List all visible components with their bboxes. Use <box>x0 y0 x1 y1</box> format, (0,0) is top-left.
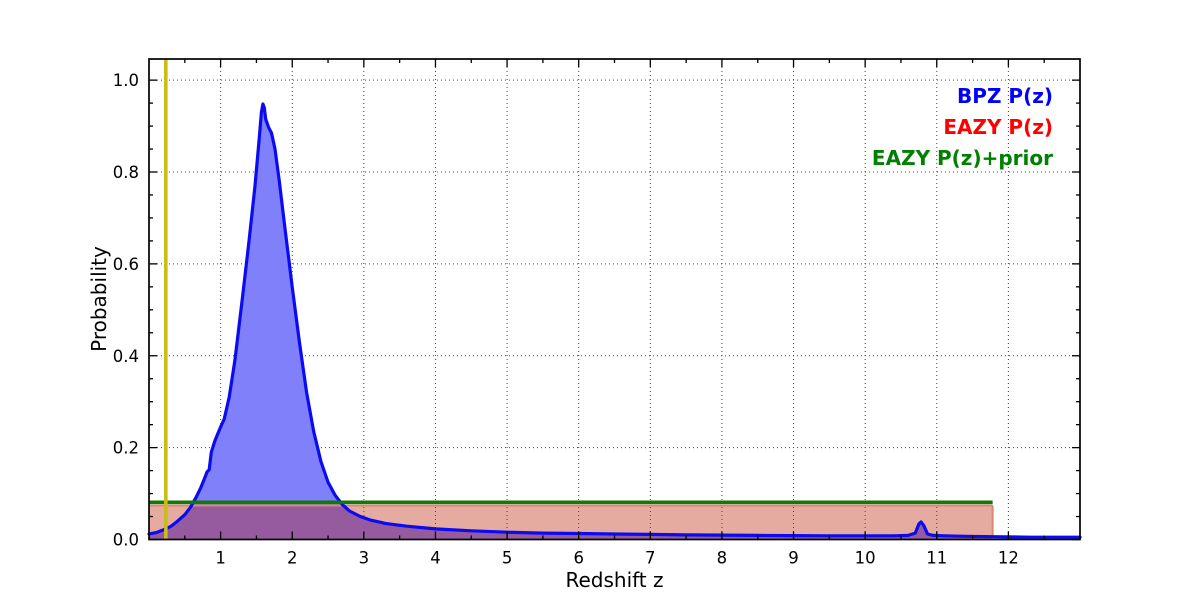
y-tick-label: 0.4 <box>113 347 139 366</box>
y-tick-label: 0.2 <box>113 439 139 458</box>
x-tick-label: 4 <box>430 549 441 568</box>
x-tick-label: 1 <box>215 549 226 568</box>
x-tick-label: 3 <box>359 549 370 568</box>
legend-entry: EAZY P(z) <box>943 115 1053 139</box>
legend-entry: BPZ P(z) <box>957 84 1053 108</box>
x-tick-label: 6 <box>573 549 584 568</box>
x-tick-label: 2 <box>287 549 298 568</box>
y-tick-label: 0.8 <box>113 163 139 182</box>
y-tick-label: 0.0 <box>113 531 139 550</box>
x-tick-label: 12 <box>998 549 1019 568</box>
y-axis-label: Probability <box>87 246 111 352</box>
x-tick-label: 9 <box>788 549 799 568</box>
x-tick-label: 10 <box>855 549 876 568</box>
y-tick-label: 1.0 <box>113 71 139 90</box>
y-tick-label: 0.6 <box>113 255 139 274</box>
x-tick-label: 11 <box>926 549 947 568</box>
x-tick-label: 8 <box>717 549 728 568</box>
x-tick-label: 7 <box>645 549 656 568</box>
legend: BPZ P(z) EAZY P(z) EAZY P(z)+prior <box>872 81 1053 174</box>
x-axis-label: Redshift z <box>565 568 664 592</box>
legend-entry: EAZY P(z)+prior <box>871 146 1053 170</box>
bpz-fill <box>149 104 1080 540</box>
x-tick-label: 5 <box>502 549 513 568</box>
